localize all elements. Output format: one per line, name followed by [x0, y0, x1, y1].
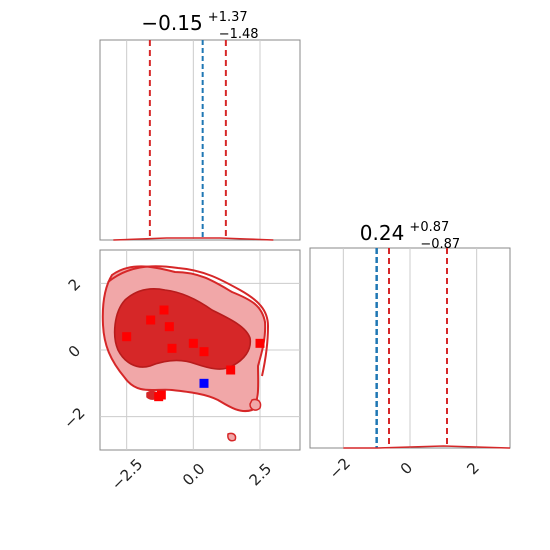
- histogram-line: [343, 445, 511, 449]
- marginal-panel-param-2: −2 0 2 0.24 +0.87 −0.87: [309, 216, 511, 483]
- sample-point: [146, 315, 156, 325]
- title-minus: −1.48: [219, 27, 259, 42]
- y-tick-labels: −2 0 2: [60, 275, 88, 432]
- quantile-lines: [148, 40, 227, 240]
- sample-point: [164, 322, 174, 332]
- sample-point: [122, 332, 132, 342]
- histogram: [343, 445, 511, 449]
- title-median: −0.15: [141, 11, 202, 35]
- joint-panel: −2.5 0.0 2.5 −2 0 2: [60, 249, 301, 494]
- x-tick-labels: −2.5 0.0 2.5: [108, 455, 275, 493]
- x-tick-label: 2: [463, 459, 482, 478]
- contour-blob-right: [249, 398, 262, 411]
- x-tick-label: −2.5: [108, 455, 146, 493]
- contour-blob-bottom: [227, 432, 237, 442]
- contour-layer: [101, 265, 270, 442]
- sample-point: [167, 343, 177, 353]
- contour-outline: [107, 265, 270, 377]
- grid-lines: [126, 40, 261, 240]
- marginal-panel-param-1: −0.15 +1.37 −1.48: [99, 6, 301, 241]
- sample-point: [188, 338, 198, 348]
- truth-point: [199, 378, 209, 388]
- title-plus: +0.87: [409, 220, 449, 235]
- title-plus: +1.37: [208, 10, 248, 25]
- panel-frame: [99, 39, 301, 241]
- sample-points: [122, 305, 265, 402]
- x-tick-label: 0: [397, 459, 416, 478]
- quantile-lines: [388, 248, 448, 448]
- x-tick-label: 2.5: [246, 460, 276, 490]
- y-tick-label: 0: [65, 342, 84, 361]
- sample-point: [159, 305, 169, 315]
- x-tick-label: −2: [326, 454, 354, 482]
- title-param-1: −0.15 +1.37 −1.48: [141, 6, 258, 42]
- histogram-line: [113, 237, 274, 241]
- x-tick-labels: −2 0 2: [326, 454, 483, 482]
- title-param-2: 0.24 +0.87 −0.87: [360, 216, 460, 252]
- sample-point: [156, 390, 166, 400]
- grid-lines: [342, 248, 478, 448]
- sample-point: [226, 365, 236, 375]
- truth-marker: [199, 378, 209, 388]
- y-tick-label: −2: [60, 404, 88, 432]
- histogram: [113, 237, 274, 241]
- y-tick-label: 2: [65, 275, 84, 294]
- sample-point: [199, 347, 209, 357]
- x-tick-label: 0.0: [179, 460, 209, 490]
- title-minus: −0.87: [420, 237, 460, 252]
- title-median: 0.24: [360, 221, 405, 245]
- sample-point: [255, 338, 265, 348]
